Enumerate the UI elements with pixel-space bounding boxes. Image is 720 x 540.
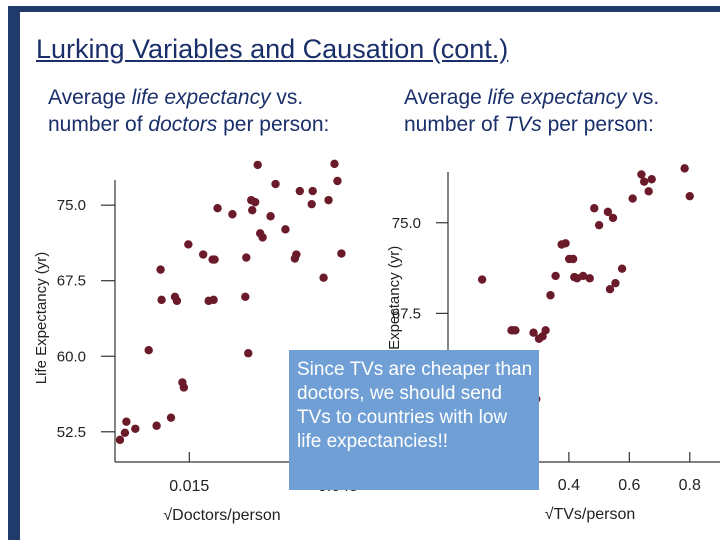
doctors-data-point (166, 413, 176, 422)
doctors-data-point (324, 195, 333, 205)
tvs-data-point (605, 285, 615, 294)
left-chart-caption: Average life expectancy vs. number of do… (48, 84, 378, 138)
tvs-data-point (551, 271, 560, 281)
right-chart-caption: Average life expectancy vs. number of TV… (404, 84, 720, 138)
tvs-data-point (511, 326, 520, 335)
left-caption-part1: Average (48, 86, 132, 109)
doctors-data-point (131, 424, 140, 433)
right-caption-part1: Average (404, 86, 488, 109)
doctors-data-point (281, 225, 290, 234)
doctors-data-point (266, 212, 275, 221)
tvs-data-point (617, 264, 627, 273)
tvs-x-axis-label: √TVs/person (545, 506, 636, 523)
doctors-data-point (144, 346, 153, 355)
tvs-data-point (603, 207, 613, 217)
doctors-data-point (152, 421, 161, 430)
doctors-data-point (292, 250, 301, 259)
tvs-data-point (680, 164, 689, 173)
tvs-data-point (628, 194, 637, 203)
doctors-data-point (337, 249, 346, 258)
doctors-data-point (242, 253, 251, 262)
doctors-data-point (122, 417, 131, 426)
tvs-x-tick-label: 0.4 (558, 477, 580, 494)
doctors-y-axis-label: Life Expectancy (yr) (33, 252, 50, 385)
tvs-data-point (590, 204, 599, 213)
left-caption-italic2: doctors (148, 113, 218, 136)
doctors-y-tick-label: 75.0 (57, 197, 86, 214)
doctors-data-point (213, 204, 222, 213)
doctors-y-tick-label: 60.0 (57, 348, 86, 365)
doctors-data-point (244, 349, 253, 358)
doctors-data-point (209, 295, 218, 305)
right-caption-italic2: TVs (504, 113, 542, 136)
tvs-data-point (568, 254, 578, 264)
tvs-data-point (608, 213, 618, 223)
doctors-data-point (308, 186, 317, 196)
doctors-y-tick-label: 52.5 (57, 424, 86, 441)
tvs-data-point (637, 170, 646, 179)
tvs-data-point (529, 328, 538, 337)
tvs-data-point (546, 291, 555, 300)
doctors-data-point (319, 273, 328, 282)
left-caption-part2: vs. number of (48, 86, 304, 136)
doctors-data-point (156, 265, 165, 274)
doctors-data-point (333, 176, 342, 186)
tvs-data-point (585, 274, 594, 283)
doctors-data-point (241, 292, 250, 302)
slide-top-accent-bar (8, 6, 720, 12)
doctors-data-point (179, 383, 189, 392)
doctors-data-point (172, 296, 182, 306)
tvs-x-tick-label: 0.6 (618, 477, 640, 494)
tvs-data-point (611, 278, 620, 288)
doctors-data-point (228, 210, 237, 219)
doctors-data-point (248, 206, 257, 215)
doctors-data-point (120, 428, 130, 437)
left-caption-italic1: life expectancy (131, 86, 271, 109)
tvs-data-point (561, 239, 570, 248)
slide-title: Lurking Variables and Causation (cont.) (36, 34, 509, 64)
doctors-data-point (251, 197, 260, 207)
tvs-data-point (578, 271, 588, 281)
tvs-data-point (644, 187, 653, 196)
doctors-data-point (307, 199, 316, 209)
doctors-data-point (198, 250, 208, 259)
left-caption-part3: per person: (217, 113, 330, 136)
doctors-data-point (253, 160, 262, 170)
right-caption-italic1: life expectancy (487, 86, 627, 109)
tvs-data-point (594, 220, 604, 230)
tvs-y-axis-label: Life Expectancy (yr) (386, 246, 403, 379)
doctors-data-point (157, 295, 166, 305)
doctors-y-tick-label: 67.5 (57, 273, 86, 290)
tvs-data-point (685, 191, 694, 201)
right-caption-part3: per person: (541, 113, 654, 136)
doctors-data-point (184, 240, 193, 249)
tvs-y-tick-label: 75.0 (392, 215, 421, 232)
doctors-x-axis-label: √Doctors/person (163, 507, 280, 524)
doctors-data-point (115, 435, 125, 445)
right-caption-part2: vs. number of (404, 86, 660, 136)
doctors-data-point (330, 159, 339, 169)
tvs-x-tick-label: 0.8 (679, 477, 701, 494)
tvs-data-point (541, 326, 550, 335)
tvs-data-point (477, 275, 487, 284)
callout-note: Since TVs are cheaper than doctors, we s… (289, 350, 539, 490)
doctors-data-point (295, 186, 305, 196)
doctors-x-tick-label: 0.015 (169, 478, 209, 495)
doctors-data-point (271, 179, 280, 189)
slide-left-accent-bar (8, 6, 20, 540)
doctors-data-point (258, 233, 267, 242)
tvs-y-tick-label: 67.5 (392, 305, 421, 322)
tvs-data-point (639, 177, 649, 186)
doctors-data-point (210, 255, 219, 264)
tvs-data-point (647, 175, 656, 184)
